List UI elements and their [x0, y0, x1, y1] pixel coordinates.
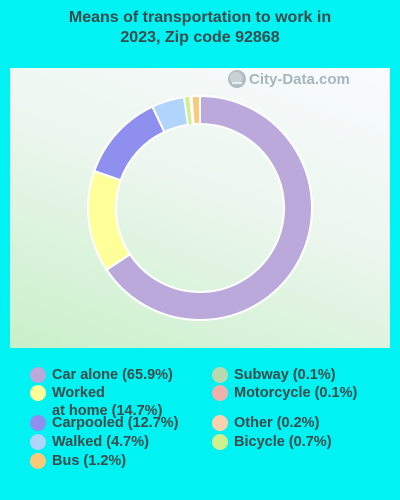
legend-swatch-6: [212, 385, 228, 401]
legend-label-2: Carpooled (12.7%): [52, 414, 179, 432]
legend-label-4: Bus (1.2%): [52, 452, 126, 470]
legend-swatch-4: [30, 453, 46, 469]
slice-1: [87, 169, 132, 272]
slice-4: [190, 94, 201, 126]
legend-label-5: Subway (0.1%): [234, 366, 336, 384]
slice-2: [93, 105, 166, 182]
legend-label-1-line-1: at home (14.7%): [52, 403, 163, 419]
legend-label-0-line-0: Car alone (65.9%): [52, 367, 173, 383]
legend-label-1-line-0: Worked: [52, 385, 105, 401]
legend-swatch-3: [30, 434, 46, 450]
legend-label-2-line-0: Carpooled (12.7%): [52, 415, 179, 431]
legend-label-6-line-0: Motorcycle (0.1%): [234, 385, 358, 401]
legend-label-7-line-0: Other (0.2%): [234, 415, 320, 431]
legend-swatch-5: [212, 367, 228, 383]
legend-label-3: Walked (4.7%): [52, 433, 149, 451]
magnifier-icon: [228, 70, 246, 88]
watermark: City-Data.com: [228, 70, 350, 88]
watermark-text: City-Data.com: [249, 70, 350, 88]
legend-label-1: Worked at home (14.7%): [52, 384, 162, 420]
legend-swatch-1: [30, 385, 46, 401]
legend-swatch-8: [212, 434, 228, 450]
legend-label-3-line-0: Walked (4.7%): [52, 434, 149, 450]
legend-label-4-line-0: Bus (1.2%): [52, 453, 127, 469]
legend-label-6: Motorcycle (0.1%): [234, 384, 357, 402]
legend-label-0: Car alone (65.9%): [52, 366, 173, 384]
chart-title-line-2: 2023, Zip code 92868: [120, 29, 280, 46]
legend-swatch-7: [212, 415, 228, 431]
legend-label-5-line-0: Subway (0.1%): [234, 367, 336, 383]
chart-title-line-1: Means of transportation to work in: [68, 9, 332, 26]
chart-title: Means of transportation to work in 2023,…: [0, 8, 400, 48]
legend-swatch-2: [30, 415, 46, 431]
legend: Car alone (65.9%) Worked at home (14.7%) Ca…: [0, 366, 400, 496]
legend-label-8-line-0: Bicycle (0.7%): [234, 434, 332, 450]
legend-label-7: Other (0.2%): [234, 414, 319, 432]
legend-swatch-0: [30, 367, 46, 383]
legend-label-8: Bicycle (0.7%): [234, 433, 332, 451]
slice-0: [105, 94, 313, 321]
